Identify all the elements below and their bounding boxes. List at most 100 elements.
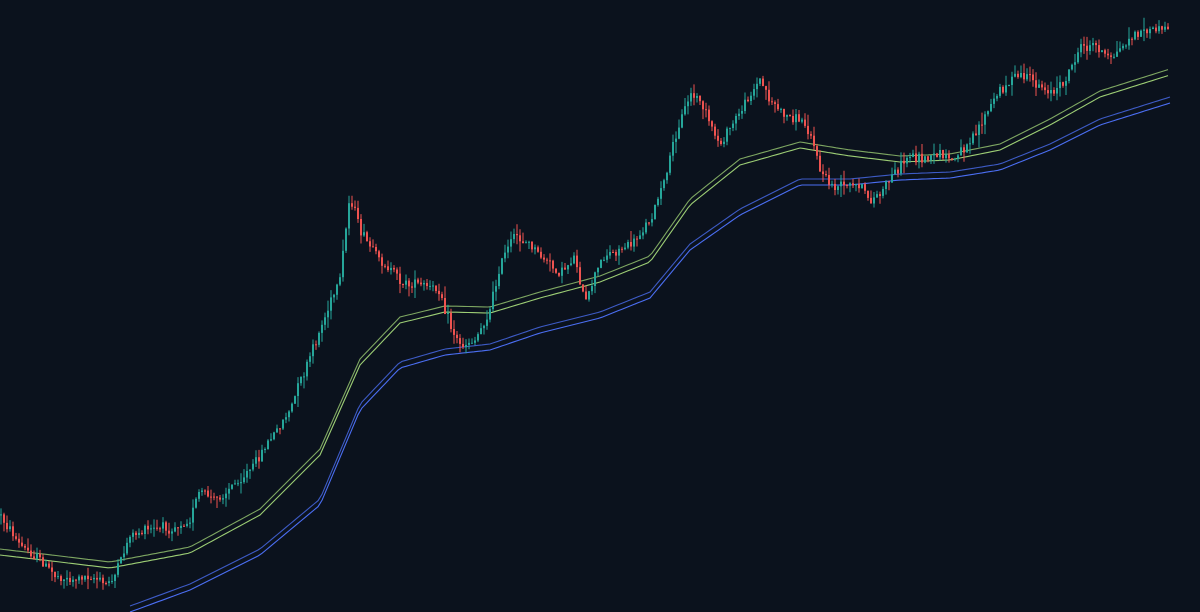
candle-body xyxy=(516,234,518,236)
candle-body xyxy=(438,290,440,295)
candle-body xyxy=(1152,27,1154,29)
candle-body xyxy=(792,116,794,123)
candle-body xyxy=(882,189,884,196)
candle-body xyxy=(639,235,641,240)
candle-body xyxy=(195,498,197,508)
candle-body xyxy=(111,581,113,582)
candle-body xyxy=(858,184,860,189)
candle-body xyxy=(1026,74,1028,80)
candle-body xyxy=(1050,90,1052,94)
candle-body xyxy=(135,532,137,535)
candle-body xyxy=(996,95,998,99)
candle-body xyxy=(198,492,200,499)
candle-body xyxy=(615,252,617,256)
candle-body xyxy=(453,329,455,335)
candle-body xyxy=(666,172,668,181)
candle-body xyxy=(381,257,383,266)
candle-body xyxy=(747,99,749,102)
candle-body xyxy=(348,203,350,229)
candle-body xyxy=(15,536,17,539)
candle-body xyxy=(270,439,272,441)
candle-body xyxy=(966,144,968,153)
candle-body xyxy=(510,239,512,247)
candle-body xyxy=(879,194,881,196)
candle-body xyxy=(54,571,56,578)
candle-body xyxy=(1131,38,1133,40)
candle-body xyxy=(231,484,233,489)
blue-band-line-2 xyxy=(129,96,1171,607)
candle-body xyxy=(6,522,8,530)
candle-body xyxy=(387,266,389,271)
candle-body xyxy=(1032,74,1034,81)
candle-body xyxy=(957,155,959,159)
candle-body xyxy=(123,553,125,558)
candle-body xyxy=(402,284,404,285)
candle-body xyxy=(66,577,68,580)
candle-body xyxy=(624,247,626,250)
candle-body xyxy=(723,141,725,144)
candle-body xyxy=(939,150,941,158)
candle-body xyxy=(645,222,647,233)
candle-body xyxy=(834,183,836,190)
candle-body xyxy=(27,547,29,551)
candle-body xyxy=(501,258,503,274)
candle-body xyxy=(102,577,104,584)
candle-body xyxy=(777,104,779,110)
candle-body xyxy=(330,297,332,311)
candle-body xyxy=(765,86,767,90)
candle-body xyxy=(798,114,800,122)
candle-body xyxy=(1035,80,1037,88)
candle-body xyxy=(699,96,701,102)
candle-body xyxy=(1143,29,1145,31)
candle-body xyxy=(36,553,38,559)
candle-body xyxy=(177,527,179,529)
candle-body xyxy=(138,532,140,535)
candle-body xyxy=(408,280,410,287)
candle-body xyxy=(591,286,593,292)
candle-body xyxy=(840,181,842,187)
candle-body xyxy=(342,250,344,278)
candle-body xyxy=(234,483,236,485)
candle-body xyxy=(441,294,443,298)
candle-body xyxy=(228,488,230,494)
candle-body xyxy=(1008,85,1010,86)
candle-body xyxy=(114,574,116,581)
candle-body xyxy=(1119,48,1121,52)
candle-body xyxy=(600,260,602,268)
candle-body xyxy=(552,260,554,269)
candle-body xyxy=(960,147,962,156)
candle-body xyxy=(1017,73,1019,78)
candle-body xyxy=(87,575,89,580)
candle-body xyxy=(1038,84,1040,88)
candle-body xyxy=(621,248,623,250)
candle-body xyxy=(753,89,755,96)
candle-body xyxy=(1140,30,1142,37)
candle-body xyxy=(423,283,425,285)
candle-body xyxy=(327,310,329,318)
candle-body xyxy=(147,525,149,530)
candle-body xyxy=(504,252,506,259)
candle-body xyxy=(1029,74,1031,76)
candle-body xyxy=(471,342,473,344)
candle-body xyxy=(315,344,317,346)
candle-body xyxy=(1149,28,1151,34)
candle-body xyxy=(636,238,638,240)
candle-body xyxy=(570,263,572,266)
candle-body xyxy=(585,291,587,300)
candle-body xyxy=(630,242,632,247)
candle-body xyxy=(1047,90,1049,94)
candle-body xyxy=(948,154,950,159)
candle-body xyxy=(1116,51,1118,57)
candle-body xyxy=(171,531,173,534)
candle-body xyxy=(897,169,899,174)
candle-body xyxy=(390,267,392,271)
candle-body xyxy=(867,190,869,198)
candle-body xyxy=(285,417,287,420)
candle-body xyxy=(468,342,470,345)
candle-body xyxy=(900,160,902,174)
candle-body xyxy=(930,155,932,161)
candle-body xyxy=(738,113,740,116)
candle-body xyxy=(186,523,188,526)
candle-body xyxy=(597,267,599,273)
candle-body xyxy=(462,343,464,347)
